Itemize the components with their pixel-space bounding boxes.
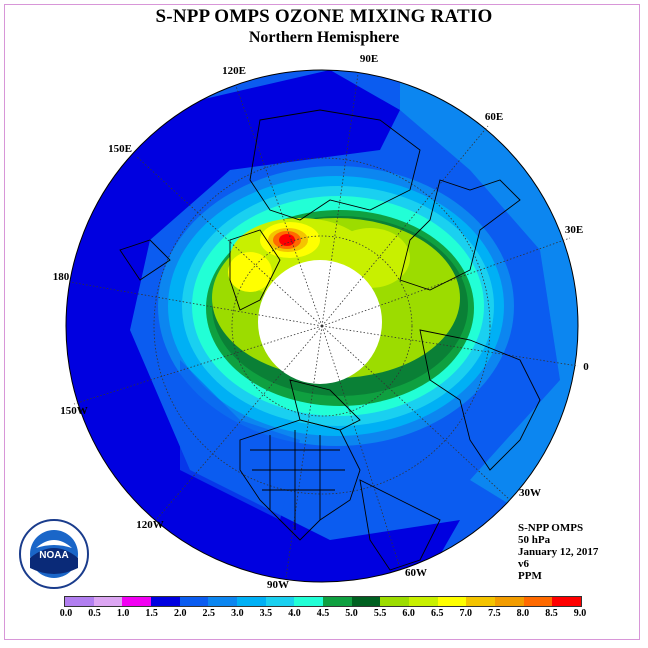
info-instrument: S-NPP OMPS <box>518 522 584 534</box>
colorbar-swatch <box>179 597 209 606</box>
colorbar-swatch <box>409 597 438 606</box>
lon-label-60e: 60E <box>485 111 503 123</box>
colorbar-tick-label: 4.5 <box>316 608 330 619</box>
lon-label-30w: 30W <box>519 487 541 499</box>
colorbar-tick-label: 5.5 <box>373 608 387 619</box>
info-level: 50 hPa <box>518 534 551 546</box>
lon-label-60w: 60W <box>405 567 427 579</box>
colorbar-tick-label: 1.5 <box>145 608 158 619</box>
colorbar-tick-label: 2.0 <box>173 608 187 619</box>
coastlines <box>119 109 541 571</box>
lon-label-180: 180 <box>53 271 70 283</box>
colorbar-tick-label: 7.0 <box>459 608 473 619</box>
lon-label-150e: 150E <box>108 143 132 155</box>
colorbar-swatch <box>495 597 524 606</box>
colorbar-swatch <box>351 597 381 606</box>
lon-label-120w: 120W <box>136 519 164 531</box>
colorbar <box>64 596 582 607</box>
product-info: S-NPP OMPS 50 hPa January 12, 2017 v6 PP… <box>518 522 598 582</box>
colorbar-ticks: 0.0 0.5 1.0 1.5 2.0 2.5 3.0 3.5 4.0 4.5 5.0 5.5 6.0 6… <box>0 608 648 622</box>
info-date: January 12, 2017 <box>518 546 599 558</box>
colorbar-swatch <box>466 597 496 606</box>
colorbar-tick-label: 6.0 <box>402 608 415 619</box>
colorbar-tick-label: 7.5 <box>488 608 501 619</box>
colorbar-tick-label: 3.5 <box>259 608 273 619</box>
colorbar-swatch <box>523 597 553 606</box>
ozone-field <box>66 70 578 582</box>
colorbar-swatch <box>151 597 180 606</box>
graticule <box>69 73 579 579</box>
lon-label-120e: 120E <box>222 65 246 77</box>
map-title: S-NPP OMPS OZONE MIXING RATIO <box>155 6 493 27</box>
map-subtitle: Northern Hemisphere <box>248 29 400 46</box>
lon-label-30e: 30E <box>565 224 583 236</box>
colorbar-tick-label: 4.0 <box>288 608 301 619</box>
colorbar-tick-label: 5.0 <box>345 608 358 619</box>
lon-label-90w: 90W <box>267 579 289 591</box>
colorbar-swatch <box>380 597 410 606</box>
colorbar-swatch <box>323 597 352 606</box>
noaa-logo: NOAA <box>19 519 89 589</box>
colorbar-swatch <box>237 597 266 606</box>
lon-label-90e: 90E <box>360 53 378 65</box>
colorbar-tick-label: 8.5 <box>545 608 558 619</box>
lon-label-0: 0 <box>583 361 589 373</box>
colorbar-tick-label: 9.0 <box>573 608 587 619</box>
colorbar-tick-label: 6.5 <box>430 608 444 619</box>
info-units: PPM <box>518 570 542 582</box>
colorbar-tick-label: 0.0 <box>59 608 73 619</box>
colorbar-swatch <box>437 597 467 606</box>
colorbar-swatch <box>552 597 582 606</box>
colorbar-swatch <box>65 597 94 606</box>
colorbar-tick-label: 8.0 <box>516 608 530 619</box>
colorbar-swatch <box>294 597 324 606</box>
colorbar-swatch <box>265 597 295 606</box>
colorbar-tick-label: 3.0 <box>231 608 244 619</box>
lon-label-150w: 150W <box>60 405 88 417</box>
colorbar-swatch <box>208 597 238 606</box>
colorbar-tick-label: 1.0 <box>116 608 130 619</box>
colorbar-tick-label: 0.5 <box>88 608 101 619</box>
info-version: v6 <box>518 558 529 570</box>
colorbar-swatch <box>93 597 123 606</box>
figure-frame <box>4 4 640 640</box>
noaa-logo-text: NOAA <box>39 550 68 561</box>
colorbar-tick-label: 2.5 <box>202 608 216 619</box>
colorbar-swatch <box>122 597 152 606</box>
